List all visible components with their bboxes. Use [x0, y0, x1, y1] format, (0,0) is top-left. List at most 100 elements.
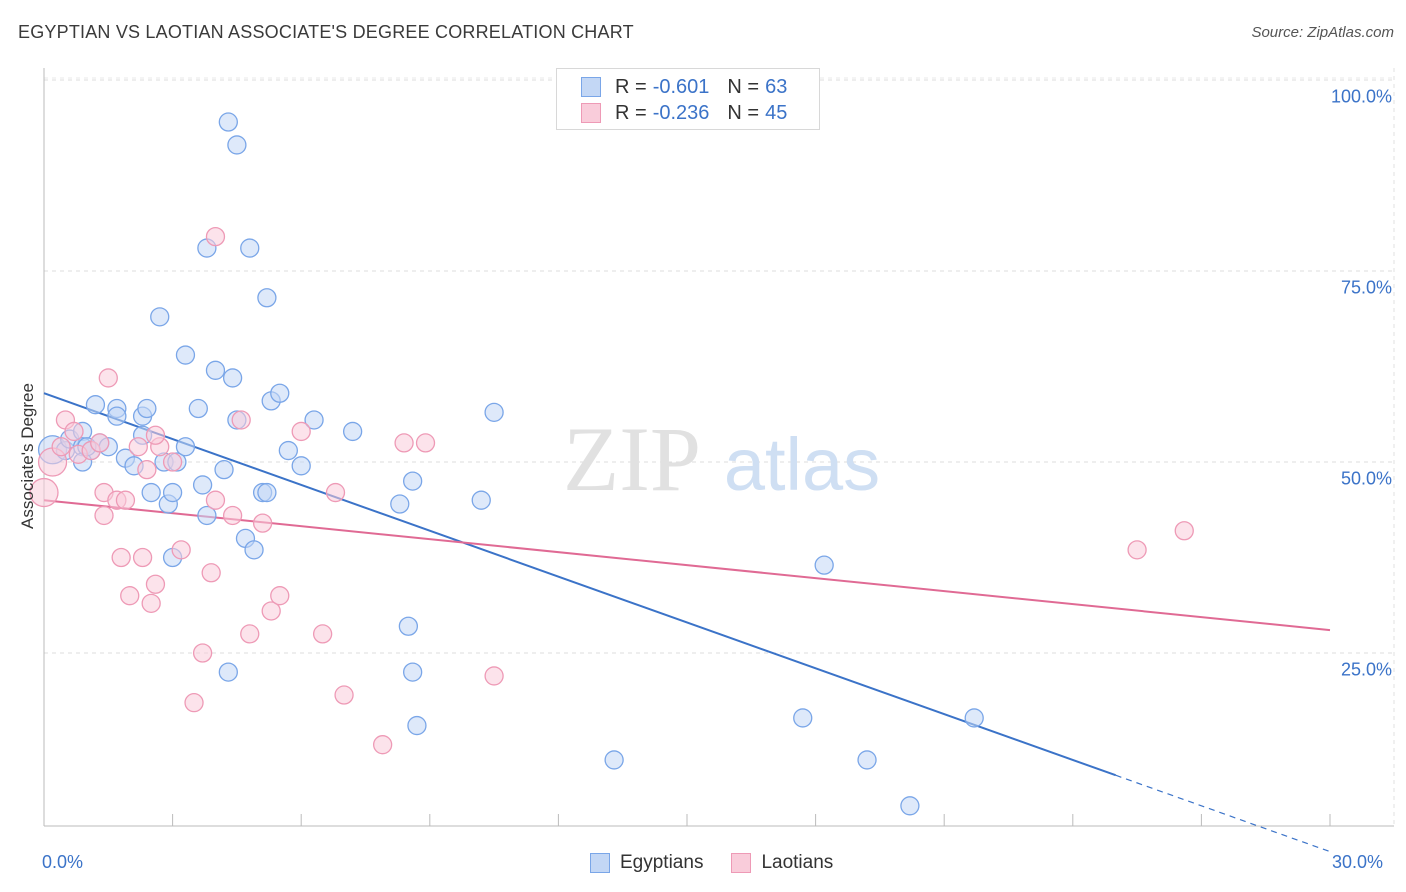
- legend-label-egyptians: Egyptians: [620, 852, 704, 873]
- point-egyptians-49: [398, 616, 419, 636]
- point-laotians-17: [141, 593, 161, 613]
- correlation-legend: R = -0.601 N = 63 R = -0.236 N = 45: [556, 68, 820, 130]
- point-egyptians-37: [218, 112, 238, 132]
- point-laotians-4: [64, 421, 84, 442]
- point-egyptians-48: [390, 494, 410, 514]
- trend-line-extension-egyptians: [1115, 774, 1331, 853]
- legend-n-label: N =: [727, 75, 760, 98]
- point-egyptians-34: [257, 482, 277, 503]
- point-laotians-15: [128, 437, 148, 457]
- legend-row-egyptians: R = -0.601 N = 63: [581, 75, 787, 99]
- legend-n-label: N =: [727, 101, 760, 124]
- point-laotians-33: [270, 586, 290, 606]
- point-laotians-40: [415, 433, 436, 453]
- point-egyptians-55: [604, 750, 624, 770]
- point-laotians-42: [1127, 540, 1147, 560]
- legend-r-value: -0.601: [652, 75, 710, 98]
- legend-label-laotians: Laotians: [761, 852, 834, 873]
- point-laotians-20: [145, 425, 166, 445]
- point-laotians-26: [205, 490, 226, 510]
- point-egyptians-53: [471, 490, 491, 510]
- legend-item-laotians[interactable]: Laotians: [731, 852, 833, 874]
- point-laotians-31: [252, 513, 273, 533]
- point-laotians-0: [29, 477, 59, 508]
- point-egyptians-44: [278, 440, 298, 461]
- point-laotians-14: [120, 586, 140, 606]
- point-egyptians-45: [291, 456, 311, 476]
- point-egyptians-60: [964, 708, 984, 728]
- watermark-zip: ZIP: [563, 408, 701, 510]
- point-egyptians-39: [240, 238, 260, 258]
- point-laotians-41: [484, 666, 504, 686]
- point-egyptians-35: [205, 360, 226, 380]
- legend-item-egyptians[interactable]: Egyptians: [590, 852, 703, 874]
- point-laotians-38: [372, 735, 393, 755]
- watermark-atlas: atlas: [724, 423, 880, 506]
- point-egyptians-54: [484, 402, 504, 422]
- source-label: Source: ZipAtlas.com: [1251, 24, 1394, 41]
- y-tick-label-75: 75.0%: [1340, 277, 1392, 298]
- point-egyptians-57: [814, 555, 834, 575]
- point-laotians-30: [240, 624, 260, 644]
- point-egyptians-26: [192, 475, 213, 495]
- point-egyptians-10: [107, 406, 127, 426]
- point-egyptians-30: [218, 662, 238, 682]
- legend-r-value: -0.236: [652, 101, 710, 124]
- legend-n-value: 63: [765, 75, 788, 98]
- legend-swatch-egyptians: [581, 77, 601, 97]
- y-axis-label: Associate's Degree: [18, 383, 37, 529]
- point-laotians-44: [137, 459, 157, 480]
- point-egyptians-25: [188, 398, 208, 419]
- point-laotians-24: [192, 643, 213, 663]
- point-laotians-2: [51, 437, 71, 457]
- point-egyptians-14: [137, 398, 157, 419]
- point-egyptians-36: [222, 368, 243, 388]
- grid-lines: [44, 68, 1395, 826]
- point-egyptians-41: [257, 288, 277, 308]
- legend-r-label: R =: [615, 75, 647, 98]
- point-laotians-28: [222, 505, 243, 526]
- y-tick-label-25: 25.0%: [1340, 659, 1392, 680]
- point-laotians-23: [184, 693, 204, 713]
- point-egyptians-21: [175, 437, 196, 457]
- point-laotians-8: [94, 505, 114, 526]
- axes: [43, 68, 1394, 827]
- point-laotians-39: [394, 433, 414, 453]
- trend-line-egyptians: [43, 392, 1117, 777]
- legend-r-label: R =: [615, 101, 647, 124]
- point-laotians-37: [334, 685, 354, 705]
- series-legend: Egyptians Laotians: [590, 852, 861, 874]
- point-laotians-7: [90, 433, 110, 453]
- point-egyptians-27: [197, 505, 217, 526]
- point-egyptians-46: [304, 410, 324, 430]
- point-laotians-25: [201, 563, 221, 583]
- point-laotians-36: [325, 482, 346, 503]
- point-laotians-22: [171, 540, 191, 560]
- y-tick-label-50: 50.0%: [1340, 468, 1392, 489]
- point-egyptians-47: [342, 421, 363, 442]
- point-laotians-18: [145, 574, 166, 594]
- point-laotians-21: [162, 452, 183, 472]
- legend-row-laotians: R = -0.236 N = 45: [581, 101, 787, 125]
- point-laotians-43: [1174, 521, 1194, 541]
- point-egyptians-29: [214, 459, 234, 480]
- chart-title: EGYPTIAN VS LAOTIAN ASSOCIATE'S DEGREE C…: [18, 22, 634, 42]
- point-egyptians-22: [175, 345, 196, 365]
- point-egyptians-52: [407, 715, 427, 736]
- point-egyptians-40: [244, 540, 264, 560]
- point-laotians-29: [231, 410, 251, 430]
- legend-swatch-laotians: [731, 853, 752, 873]
- point-egyptians-38: [227, 135, 247, 155]
- point-laotians-27: [205, 226, 226, 247]
- point-egyptians-24: [150, 307, 170, 327]
- point-egyptians-43: [270, 383, 290, 403]
- point-laotians-35: [312, 624, 333, 644]
- point-egyptians-56: [793, 708, 813, 728]
- point-laotians-34: [291, 421, 311, 442]
- point-egyptians-19: [162, 482, 183, 503]
- point-egyptians-58: [857, 750, 877, 770]
- point-laotians-10: [98, 368, 118, 388]
- point-egyptians-16: [141, 482, 161, 503]
- point-laotians-12: [111, 547, 131, 568]
